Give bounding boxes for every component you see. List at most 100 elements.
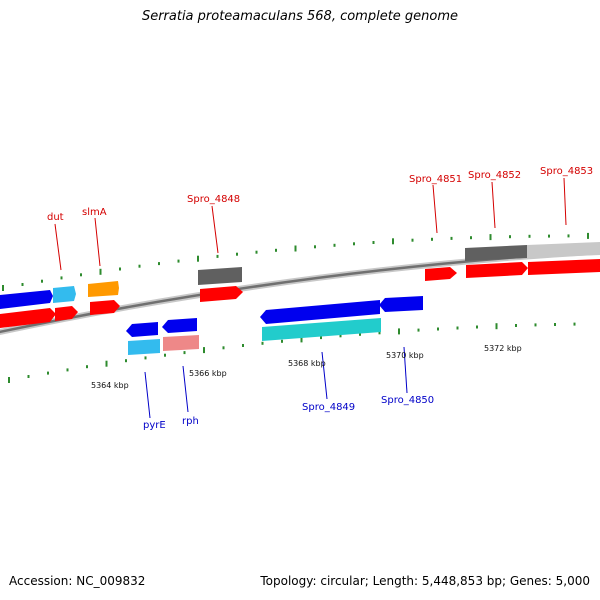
upper-track-tick xyxy=(21,283,24,286)
upper-track-tick xyxy=(60,276,63,280)
upper-track-tick xyxy=(236,252,238,256)
forward-gene-labels: dut slmA Spro_4848 Spro_4851 Spro_4852 S… xyxy=(47,166,593,223)
gene-dut-cds-2[interactable] xyxy=(55,306,78,321)
label-Spro_4848[interactable]: Spro_4848 xyxy=(187,194,240,205)
leader-Spro_4848 xyxy=(211,205,219,254)
upper-track-tick xyxy=(216,254,219,258)
gene-rph-block[interactable] xyxy=(162,318,197,333)
gene-Spro_4849-block[interactable] xyxy=(260,300,380,324)
label-slmA[interactable]: slmA xyxy=(82,207,107,218)
forward-genes-outer xyxy=(0,242,600,309)
gene-dut-block-2[interactable] xyxy=(53,286,76,303)
gene-rph-cds[interactable] xyxy=(163,335,199,351)
accession-text: Accession: NC_009832 xyxy=(9,574,146,588)
upper-track-tick xyxy=(41,279,43,283)
genome-title: Serratia proteamaculans 568, complete ge… xyxy=(141,9,459,24)
leader-Spro_4850 xyxy=(403,346,408,394)
reverse-gene-labels: pyrE rph Spro_4849 Spro_4850 xyxy=(143,395,434,431)
leader-Spro_4852 xyxy=(491,181,496,229)
gene-Spro_4850-block[interactable] xyxy=(379,296,423,312)
scale-label-5372: 5372 kbp xyxy=(484,344,522,353)
leader-rph xyxy=(182,365,189,413)
lower-track-tick xyxy=(222,346,225,350)
label-dut[interactable]: dut xyxy=(47,212,64,223)
gene-dut-block[interactable] xyxy=(0,290,53,309)
upper-track-tick xyxy=(392,238,394,245)
upper-track-tick xyxy=(333,243,336,247)
label-Spro_4850[interactable]: Spro_4850 xyxy=(381,395,434,406)
upper-track-tick xyxy=(158,262,160,266)
upper-track-tick xyxy=(450,236,453,240)
lower-track-tick xyxy=(144,356,147,360)
lower-track-tick xyxy=(476,325,478,329)
upper-track-tick xyxy=(255,250,258,254)
lower-track-tick xyxy=(300,336,303,343)
upper-track-tick xyxy=(489,234,492,241)
gene-Spro_4853-cds[interactable] xyxy=(528,259,600,275)
upper-track-tick xyxy=(294,245,297,252)
lower-track-tick xyxy=(534,323,537,327)
upper-track-tick xyxy=(548,234,550,238)
upper-track-tick xyxy=(119,267,121,271)
upper-track-tick xyxy=(2,285,4,291)
scale-label-5368: 5368 kbp xyxy=(288,359,326,368)
lower-track-tick xyxy=(378,331,381,335)
lower-track-tick xyxy=(573,322,576,326)
gene-Spro_4852-cds[interactable] xyxy=(466,262,528,278)
lower-track-tick xyxy=(66,368,69,372)
gene-Spro_4848-cds[interactable] xyxy=(200,286,243,302)
lower-track-tick xyxy=(27,375,30,378)
lower-track-tick xyxy=(320,336,322,340)
label-Spro_4852[interactable]: Spro_4852 xyxy=(468,170,521,181)
lower-track-tick xyxy=(339,334,342,338)
upper-tick-track xyxy=(2,232,589,291)
gene-Spro_4851-block[interactable] xyxy=(425,267,457,281)
scale-label-5366: 5366 kbp xyxy=(189,369,227,378)
label-Spro_4849[interactable]: Spro_4849 xyxy=(302,402,355,413)
gene-Spro_4849-cds[interactable] xyxy=(262,318,381,341)
lower-track-tick xyxy=(47,371,49,375)
gene-dut-cds[interactable] xyxy=(0,308,56,328)
leader-Spro_4851 xyxy=(432,184,438,234)
lower-track-tick xyxy=(281,339,283,343)
gene-pyrE-cds[interactable] xyxy=(128,339,160,355)
gene-Spro_4852-block[interactable] xyxy=(465,245,527,261)
gene-slmA-block[interactable] xyxy=(88,281,119,297)
upper-track-tick xyxy=(353,242,355,246)
label-Spro_4853[interactable]: Spro_4853 xyxy=(540,166,593,177)
upper-track-tick xyxy=(138,264,141,268)
upper-track-tick xyxy=(314,245,316,249)
lower-track-tick xyxy=(86,365,88,369)
label-leader-lines xyxy=(54,177,567,419)
lower-track-tick xyxy=(398,328,400,335)
upper-track-tick xyxy=(99,268,102,275)
upper-track-tick xyxy=(411,238,414,242)
gene-pyrE-block[interactable] xyxy=(126,322,158,337)
lower-track-tick xyxy=(261,341,264,345)
upper-track-tick xyxy=(275,248,277,252)
gene-Spro_4853-block[interactable] xyxy=(527,242,600,258)
label-rph[interactable]: rph xyxy=(182,416,199,427)
label-Spro_4851[interactable]: Spro_4851 xyxy=(409,174,462,185)
lower-track-tick xyxy=(417,328,420,332)
leader-Spro_4849 xyxy=(321,351,328,400)
lower-track-tick xyxy=(437,327,439,331)
gene-slmA-cds[interactable] xyxy=(90,300,120,315)
upper-track-tick xyxy=(80,273,82,277)
lower-track-tick xyxy=(495,323,498,330)
leader-Spro_4853 xyxy=(563,177,567,226)
leader-slmA xyxy=(94,217,101,267)
scale-label-5364: 5364 kbp xyxy=(91,381,129,390)
label-pyrE[interactable]: pyrE xyxy=(143,420,166,431)
topology-text: Topology: circular; Length: 5,448,853 bp… xyxy=(260,574,590,588)
lower-track-tick xyxy=(242,344,244,347)
lower-track-tick xyxy=(125,359,127,363)
upper-track-tick xyxy=(509,235,511,239)
gene-Spro_4848-block[interactable] xyxy=(198,267,242,285)
lower-track-tick xyxy=(105,360,108,367)
upper-track-tick xyxy=(587,232,589,239)
scale-label-5370: 5370 kbp xyxy=(386,351,424,360)
lower-track-tick xyxy=(359,332,361,336)
